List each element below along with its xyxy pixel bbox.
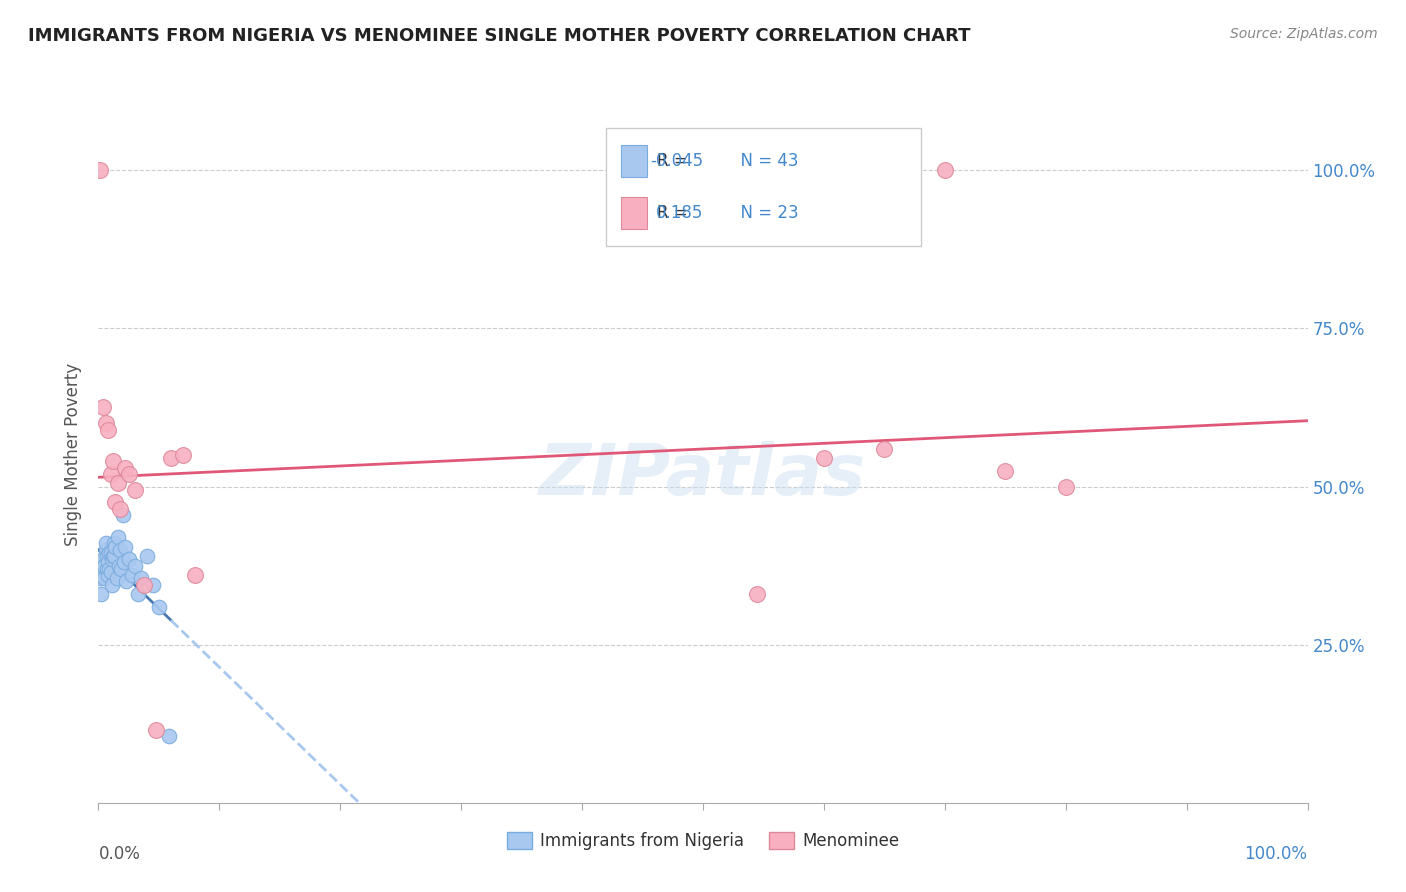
Point — [94, 417, 117, 431]
Point — [134, 577, 156, 591]
Point — [747, 587, 769, 601]
Point — [142, 577, 165, 591]
Point — [157, 730, 180, 744]
Point — [160, 451, 183, 466]
Point — [934, 163, 956, 178]
Text: R =: R = — [657, 204, 693, 222]
Point — [172, 448, 194, 462]
Point — [91, 401, 114, 415]
Point — [121, 568, 143, 582]
Text: Source: ZipAtlas.com: Source: ZipAtlas.com — [1230, 27, 1378, 41]
Point — [118, 467, 141, 481]
Point — [101, 549, 124, 563]
Text: 0.185: 0.185 — [655, 204, 703, 222]
Point — [1054, 479, 1077, 493]
FancyBboxPatch shape — [621, 145, 647, 177]
Point — [91, 558, 114, 573]
Text: N = 23: N = 23 — [730, 204, 799, 222]
Point — [111, 508, 134, 522]
Point — [873, 442, 896, 456]
Point — [100, 577, 122, 591]
Point — [104, 540, 127, 554]
Text: R =: R = — [657, 152, 693, 170]
Point — [91, 556, 114, 570]
Point — [114, 460, 136, 475]
Legend: Immigrants from Nigeria, Menominee: Immigrants from Nigeria, Menominee — [501, 826, 905, 857]
Point — [115, 574, 138, 589]
FancyBboxPatch shape — [606, 128, 921, 246]
Point — [110, 562, 132, 576]
Point — [91, 568, 114, 582]
Point — [129, 571, 152, 585]
Point — [105, 571, 128, 585]
Point — [90, 568, 112, 582]
Point — [184, 568, 207, 582]
Point — [97, 568, 120, 582]
Point — [108, 542, 131, 557]
Text: 0.0%: 0.0% — [98, 845, 141, 863]
Point — [93, 558, 115, 573]
Point — [103, 536, 125, 550]
Point — [994, 464, 1017, 478]
Text: IMMIGRANTS FROM NIGERIA VS MENOMINEE SINGLE MOTHER POVERTY CORRELATION CHART: IMMIGRANTS FROM NIGERIA VS MENOMINEE SIN… — [28, 27, 970, 45]
Text: 100.0%: 100.0% — [1244, 845, 1308, 863]
Point — [97, 556, 120, 570]
Point — [94, 536, 117, 550]
Point — [108, 558, 131, 573]
Point — [118, 552, 141, 566]
Point — [127, 587, 149, 601]
Point — [107, 476, 129, 491]
Point — [107, 530, 129, 544]
Point — [114, 540, 136, 554]
Point — [103, 549, 125, 563]
Point — [96, 562, 118, 576]
Point — [100, 565, 122, 579]
Point — [813, 451, 835, 466]
Point — [97, 423, 120, 437]
Text: N = 43: N = 43 — [730, 152, 799, 170]
Point — [100, 467, 122, 481]
Point — [101, 454, 124, 468]
Point — [100, 552, 122, 566]
Text: ZIPatlas: ZIPatlas — [540, 442, 866, 510]
Text: -0.045: -0.045 — [650, 152, 703, 170]
Point — [145, 723, 167, 737]
Point — [89, 163, 111, 178]
Point — [89, 571, 111, 585]
Point — [124, 558, 146, 573]
Point — [112, 556, 135, 570]
Point — [96, 549, 118, 563]
Point — [124, 483, 146, 497]
Point — [94, 542, 117, 557]
Point — [100, 546, 122, 560]
Point — [104, 495, 127, 509]
Point — [98, 546, 121, 560]
Point — [108, 501, 131, 516]
Point — [93, 571, 115, 585]
Point — [98, 562, 121, 576]
Point — [148, 599, 170, 614]
Point — [91, 552, 114, 566]
FancyBboxPatch shape — [621, 197, 647, 228]
Point — [90, 587, 112, 601]
Y-axis label: Single Mother Poverty: Single Mother Poverty — [65, 363, 83, 547]
Point — [135, 549, 157, 563]
